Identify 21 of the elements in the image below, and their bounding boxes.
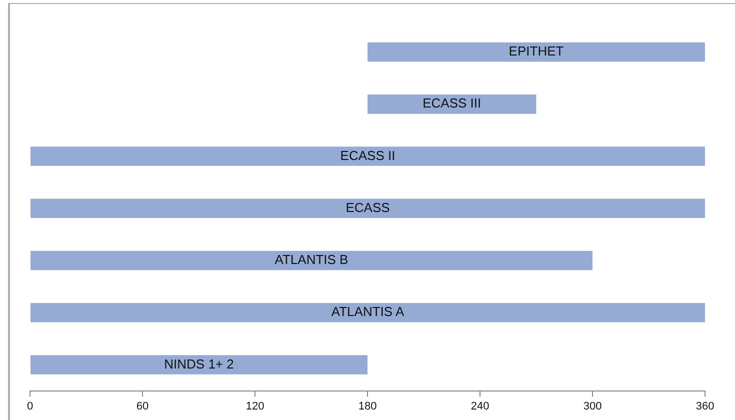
x-tick-label: 180 — [358, 400, 377, 412]
y-tick-label: ATLANTIS B — [274, 252, 348, 268]
x-tick-label: 360 — [696, 400, 714, 412]
x-tick-label: 60 — [136, 400, 149, 412]
y-tick-label: ECASS II — [340, 148, 396, 163]
y-tick-label: NINDS 1+ 2 — [164, 356, 234, 372]
bar — [30, 302, 705, 322]
x-tick-label: 0 — [26, 400, 34, 412]
y-tick-label: ECASS — [346, 200, 390, 215]
x-tick-label: 240 — [470, 400, 490, 412]
bar — [30, 198, 705, 218]
x-tick-label: 300 — [583, 400, 602, 412]
y-tick-label: ATLANTIS A — [331, 304, 404, 320]
bar — [368, 42, 705, 62]
x-tick-label: 120 — [246, 400, 264, 412]
y-tick-label: ECASS III — [422, 96, 482, 111]
bar — [30, 250, 592, 270]
y-tick-label: EPITHET — [508, 44, 564, 59]
bar — [368, 94, 536, 114]
bar — [30, 355, 368, 374]
bar — [30, 146, 705, 166]
